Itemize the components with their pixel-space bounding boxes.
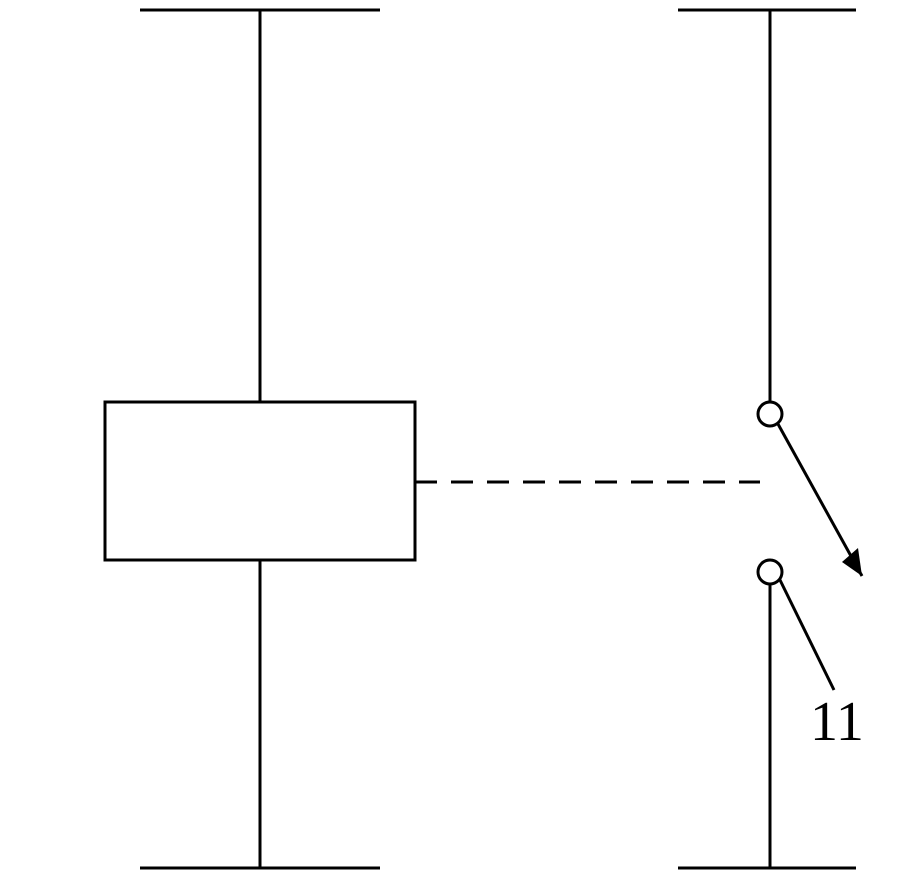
coil-rect [105, 402, 415, 560]
label-11-leader [780, 580, 834, 690]
contact-top-node [758, 402, 782, 426]
contact-bot-node [758, 560, 782, 584]
contact-arm [778, 424, 862, 576]
relay-schematic: 11 [0, 0, 897, 888]
label-11: 11 [810, 691, 864, 753]
contact-arm-head [842, 548, 862, 576]
